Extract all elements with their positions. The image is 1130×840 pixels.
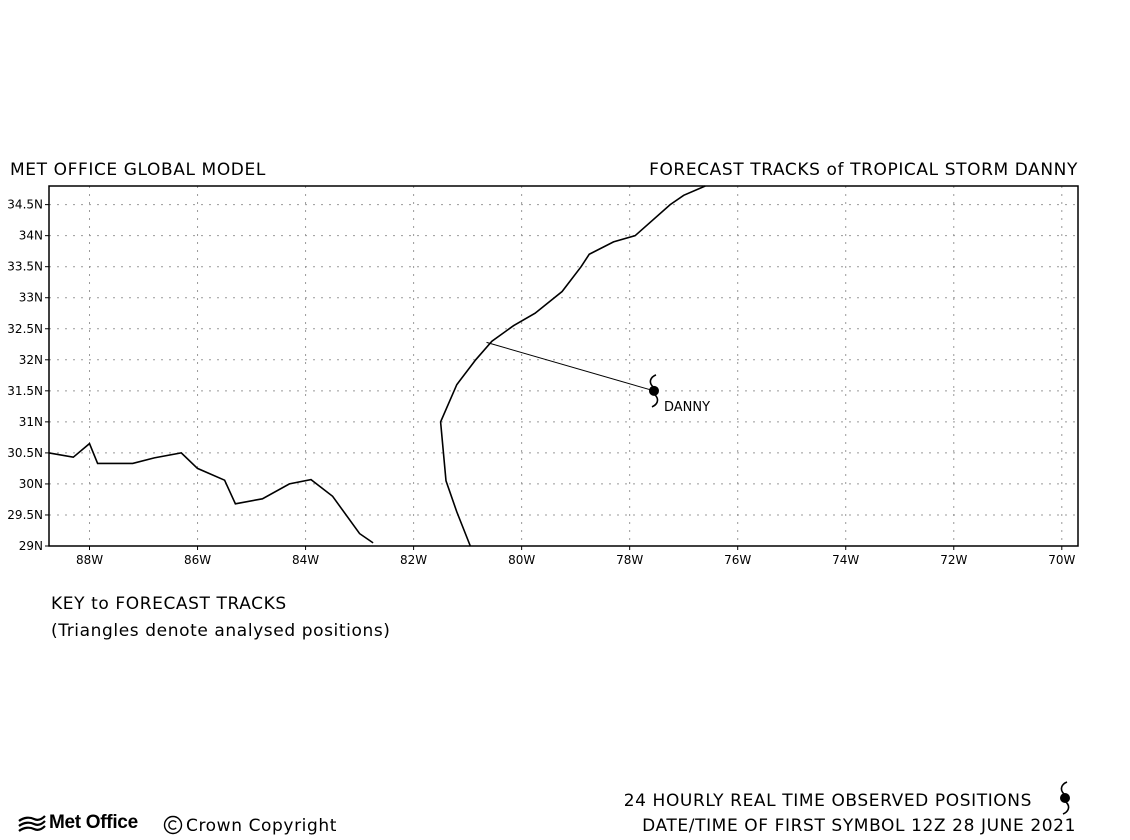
lat-tick-label: 32.5N (7, 322, 43, 336)
lon-tick-label: 70W (1048, 553, 1075, 567)
gulf-coastline (48, 442, 374, 544)
storm-name-label: DANNY (664, 400, 710, 415)
lat-tick-label: 32N (19, 353, 43, 367)
lon-tick-label: 76W (724, 553, 751, 567)
lat-tick-label: 33.5N (7, 260, 43, 274)
lat-tick-label: 34N (19, 229, 43, 243)
lon-tick-label: 82W (400, 553, 427, 567)
first-symbol-datetime: DATE/TIME OF FIRST SYMBOL 12Z 28 JUNE 20… (642, 816, 1076, 836)
atlantic-coastline (439, 185, 706, 547)
tropical-storm-icon (1060, 781, 1070, 815)
lon-tick-label: 84W (292, 553, 319, 567)
met-office-logo-text: Met Office (49, 812, 138, 833)
crown-copyright-text: Crown Copyright (186, 816, 338, 836)
tropical-storm-icon (648, 374, 659, 408)
axis-ticks: 29N 29.5N 30N 30.5N 31N 31.5N 32N 32.5N 33N 33.5N… (7, 198, 1075, 567)
met-office-logo: Met Office (18, 812, 138, 834)
lat-tick-label: 33N (19, 291, 43, 305)
lon-tick-label: 88W (76, 553, 103, 567)
lat-tick-label: 29.5N (7, 508, 43, 522)
lon-tick-label: 78W (616, 553, 643, 567)
lat-tick-label: 34.5N (7, 198, 43, 212)
storm-track-line (486, 341, 655, 392)
lat-tick-label: 31.5N (7, 384, 43, 398)
lon-tick-label: 86W (184, 553, 211, 567)
lon-tick-label: 74W (832, 553, 859, 567)
met-office-waves-icon (18, 815, 46, 832)
lat-tick-label: 30.5N (7, 446, 43, 460)
map-title-left: MET OFFICE GLOBAL MODEL (10, 160, 266, 180)
lon-tick-label: 80W (508, 553, 535, 567)
coastlines (48, 185, 706, 547)
observed-positions-label: 24 HOURLY REAL TIME OBSERVED POSITIONS (623, 791, 1032, 811)
copyright-icon (163, 815, 183, 835)
map-grid (49, 186, 1078, 546)
map-frame (48, 185, 1079, 547)
storm-tracks (486, 341, 655, 392)
key-title: KEY to FORECAST TRACKS (51, 594, 287, 614)
map-title-right: FORECAST TRACKS of TROPICAL STORM DANNY (649, 160, 1078, 180)
lon-tick-label: 72W (940, 553, 967, 567)
storm-marker: DANNY (648, 374, 710, 415)
lat-tick-label: 31N (19, 415, 43, 429)
lat-tick-label: 29N (19, 539, 43, 553)
lat-tick-label: 30N (19, 477, 43, 491)
key-subtitle: (Triangles denote analysed positions) (51, 621, 391, 641)
